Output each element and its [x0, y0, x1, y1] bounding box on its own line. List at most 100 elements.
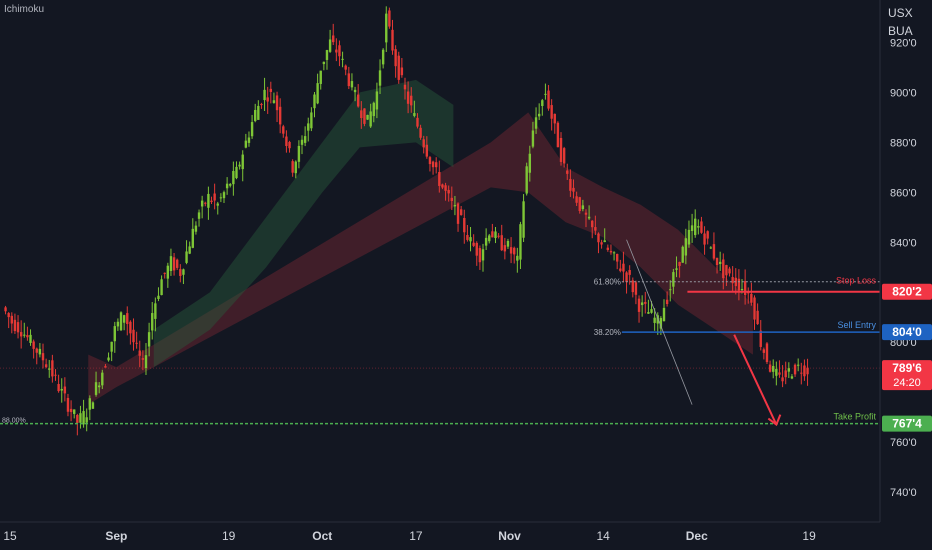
fib-382-label: 38.20% — [594, 328, 621, 337]
candle — [650, 309, 653, 313]
candle — [250, 122, 254, 137]
candle — [578, 197, 581, 211]
x-tick-label: Oct — [312, 529, 332, 543]
candle — [10, 315, 14, 324]
ichimoku-cloud-bearish — [88, 112, 753, 405]
candle — [129, 321, 132, 334]
candles — [4, 6, 809, 436]
candle — [484, 237, 488, 246]
candle — [172, 257, 176, 271]
candle — [522, 201, 525, 238]
candle — [697, 226, 700, 228]
candle — [300, 139, 304, 145]
candle — [587, 216, 591, 219]
candle — [57, 384, 60, 392]
candle — [335, 49, 338, 53]
y-tick-label: 900'0 — [890, 87, 917, 99]
candle — [497, 235, 500, 237]
candle — [113, 326, 116, 342]
candle — [241, 154, 244, 170]
candle — [631, 280, 634, 293]
candle — [422, 139, 425, 148]
candle — [344, 65, 347, 70]
candle — [700, 221, 703, 233]
y-tick-label: 840'0 — [890, 237, 917, 249]
candle — [787, 368, 791, 372]
candle — [647, 312, 650, 314]
candle — [403, 84, 407, 90]
candle — [229, 184, 232, 186]
target-arrow-shaft — [733, 334, 778, 426]
candle — [350, 81, 354, 88]
candle — [659, 318, 663, 329]
candle — [662, 307, 666, 322]
candle — [51, 360, 54, 377]
candle — [772, 365, 775, 372]
candle — [762, 349, 766, 353]
candle — [104, 366, 107, 368]
candle — [372, 102, 375, 117]
candle — [275, 95, 279, 111]
candle — [197, 212, 201, 219]
indicator-label[interactable]: Ichimoku — [4, 4, 45, 15]
candle — [63, 386, 67, 394]
stop-loss-tag — [882, 283, 932, 300]
candle — [784, 370, 787, 378]
candle — [447, 189, 450, 194]
candle — [541, 100, 544, 106]
y-tick-label: 760'0 — [890, 437, 917, 449]
take-profit-label: Take Profit — [833, 412, 876, 422]
candle — [765, 343, 769, 363]
candle — [481, 249, 485, 261]
candle — [615, 253, 619, 262]
candle — [681, 246, 684, 263]
candle — [85, 417, 88, 423]
candle — [272, 100, 276, 103]
candle — [341, 58, 344, 60]
candle — [303, 136, 307, 143]
candle — [619, 268, 622, 271]
candle — [288, 141, 291, 149]
candle — [4, 307, 7, 312]
candle — [413, 113, 416, 116]
candle — [294, 161, 297, 174]
candle — [800, 372, 803, 374]
candle — [210, 200, 213, 203]
candle — [23, 334, 26, 336]
candle — [254, 109, 257, 122]
candle — [7, 313, 10, 318]
take-profit-tag — [882, 415, 932, 432]
candle — [637, 298, 641, 312]
candle — [313, 94, 316, 109]
candle — [410, 95, 413, 106]
candle — [778, 372, 781, 375]
current-price-price: 789'6 — [892, 361, 922, 375]
x-tick-label: Sep — [105, 529, 127, 543]
candle — [806, 367, 809, 375]
candle — [453, 205, 457, 207]
candle — [160, 279, 163, 296]
candle — [803, 365, 806, 377]
candle — [375, 91, 379, 110]
candle — [709, 247, 713, 249]
candle — [60, 388, 63, 391]
candle — [235, 166, 238, 179]
candle — [506, 240, 510, 247]
candle — [322, 61, 326, 65]
candle — [263, 89, 266, 101]
candle — [544, 93, 547, 95]
candle — [381, 49, 385, 65]
candle — [266, 97, 269, 102]
candle — [347, 73, 351, 87]
candle — [182, 269, 185, 275]
candle — [332, 35, 335, 43]
y-tick-label: 920'0 — [890, 37, 917, 49]
candle — [169, 256, 173, 271]
candle — [297, 145, 301, 162]
fib-618-label: 61.80% — [594, 278, 621, 287]
candle — [509, 247, 513, 254]
candle — [73, 409, 76, 414]
candle — [219, 197, 223, 199]
candle — [425, 144, 429, 157]
